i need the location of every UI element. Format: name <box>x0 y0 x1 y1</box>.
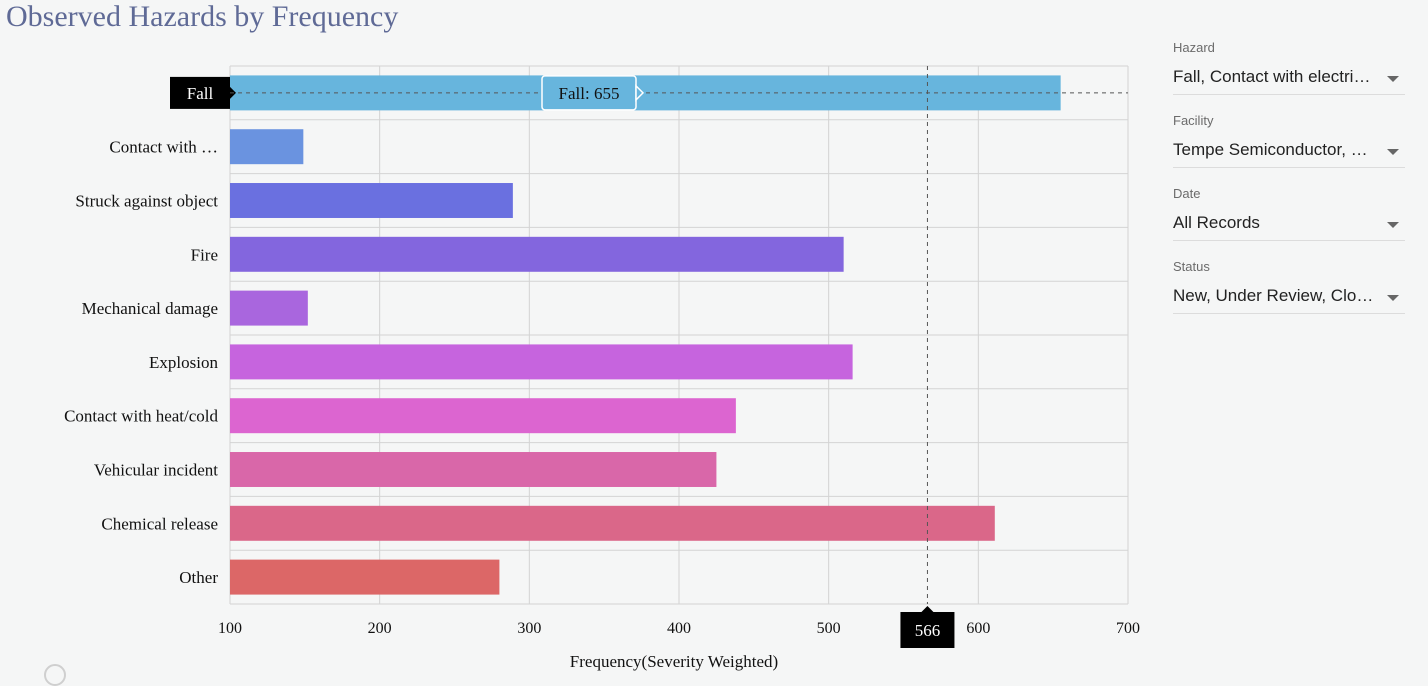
status-dropdown-value: New, Under Review, Clos… <box>1173 286 1375 305</box>
bar-3[interactable] <box>230 183 513 218</box>
hazard-dropdown[interactable]: Fall, Contact with electri… <box>1173 58 1405 95</box>
filter-facility: Facility Tempe Semiconductor, … <box>1173 111 1405 184</box>
x-tick-label: 100 <box>218 620 242 637</box>
category-highlight-box <box>170 76 230 109</box>
filter-panel: Hazard Fall, Contact with electri… Facil… <box>1173 38 1405 330</box>
x-tick-label: 700 <box>1116 620 1140 637</box>
bar-10[interactable] <box>230 559 500 595</box>
filter-status: Status New, Under Review, Clos… <box>1173 257 1405 330</box>
bar-7[interactable] <box>230 398 736 434</box>
bar-4[interactable] <box>230 236 844 272</box>
category-label: Mechanical damage <box>82 299 218 318</box>
chevron-down-icon <box>1387 76 1399 82</box>
bar-9[interactable] <box>230 505 995 541</box>
bar-6[interactable] <box>230 344 853 380</box>
chevron-down-icon <box>1387 295 1399 301</box>
category-label: Other <box>179 568 218 587</box>
category-label: Fall <box>187 84 214 103</box>
chevron-down-icon <box>1387 149 1399 155</box>
hazard-dropdown-value: Fall, Contact with electri… <box>1173 67 1371 86</box>
filter-date-label: Date <box>1173 186 1201 201</box>
status-dropdown[interactable]: New, Under Review, Clos… <box>1173 277 1405 314</box>
x-tick-label: 200 <box>368 620 392 637</box>
x-tick-label: 600 <box>966 620 990 637</box>
filter-status-label: Status <box>1173 259 1210 274</box>
x-axis-title: Frequency(Severity Weighted) <box>570 652 778 671</box>
x-tick-label: 300 <box>517 620 541 637</box>
tooltip-text: Fall: 655 <box>559 84 620 103</box>
x-tick-label: 500 <box>817 620 841 637</box>
filter-hazard: Hazard Fall, Contact with electri… <box>1173 38 1405 111</box>
logo-icon <box>44 664 66 686</box>
category-label: Struck against object <box>75 192 218 211</box>
filter-facility-label: Facility <box>1173 113 1214 128</box>
category-label: Chemical release <box>101 514 218 533</box>
x-tick-label: 400 <box>667 620 691 637</box>
category-label: Contact with … <box>109 138 218 157</box>
facility-dropdown[interactable]: Tempe Semiconductor, … <box>1173 131 1405 168</box>
filter-date: Date All Records <box>1173 184 1405 257</box>
category-label: Fire <box>191 245 218 264</box>
date-dropdown-value: All Records <box>1173 213 1260 232</box>
bar-2[interactable] <box>230 129 304 165</box>
date-dropdown[interactable]: All Records <box>1173 204 1405 241</box>
crosshair-pointer <box>921 606 934 612</box>
tooltip-pointer <box>635 84 645 102</box>
chevron-down-icon <box>1387 222 1399 228</box>
page-title: Observed Hazards by Frequency <box>6 0 399 33</box>
category-label: Contact with heat/cold <box>64 407 218 426</box>
crosshair-value-box <box>900 612 955 648</box>
bar-8[interactable] <box>230 452 717 487</box>
filter-hazard-label: Hazard <box>1173 40 1215 55</box>
category-label: Explosion <box>149 353 218 372</box>
category-label: Vehicular incident <box>94 461 218 480</box>
facility-dropdown-value: Tempe Semiconductor, … <box>1173 140 1368 159</box>
bar-5[interactable] <box>230 290 308 326</box>
bar-chart: 100 200 300 400 500 600 700 Fall Contact with … S… <box>64 65 1140 671</box>
crosshair-value-label: 566 <box>915 621 941 640</box>
